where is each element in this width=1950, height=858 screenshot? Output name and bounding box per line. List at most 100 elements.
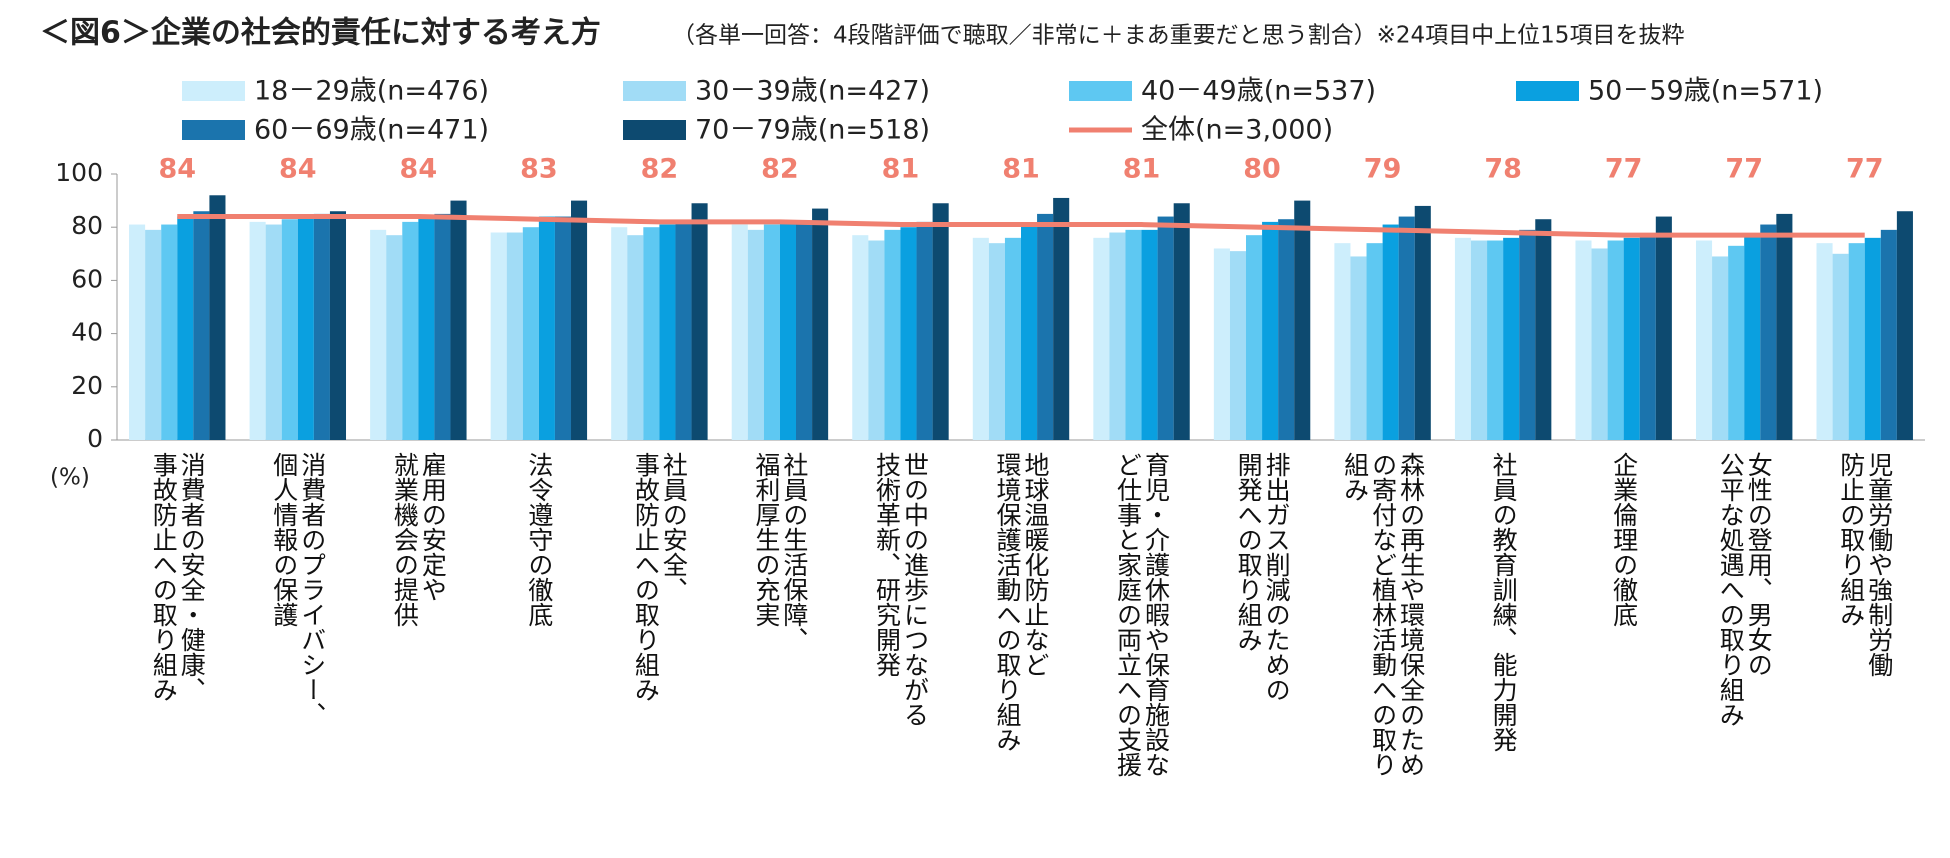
data-label: 81	[882, 154, 920, 185]
y-tick-label: 60	[71, 264, 103, 293]
legend-label: 70－79歳(n=518)	[695, 115, 930, 146]
bar	[691, 203, 708, 440]
legend-label: 30－39歳(n=427)	[695, 76, 930, 107]
data-label: 81	[1002, 154, 1040, 185]
y-tick-label: 20	[71, 371, 103, 400]
x-tick-label: 児童労働や強制労働 防止の取り組み	[1836, 452, 1894, 677]
bar	[402, 221, 419, 440]
bar	[1021, 224, 1038, 440]
bar	[1623, 237, 1640, 440]
x-tick-label: 地球温暖化防止など 環境保護活動への取り組み	[993, 452, 1050, 752]
bar	[1334, 243, 1351, 440]
data-label: 80	[1243, 154, 1281, 185]
bar	[731, 224, 748, 440]
bar	[193, 211, 210, 440]
bar	[747, 229, 764, 440]
x-tick-label: 消費者のプライバシー、 個人情報の保護	[269, 452, 327, 727]
bar	[1896, 211, 1913, 440]
bar	[1535, 219, 1552, 440]
bar	[659, 224, 676, 440]
bar	[571, 200, 588, 440]
bar	[1487, 240, 1504, 440]
y-tick-label: 40	[71, 318, 103, 347]
bar	[852, 235, 869, 440]
bar	[265, 224, 282, 440]
bar	[209, 195, 226, 440]
legend-label: 50－59歳(n=571)	[1588, 76, 1823, 107]
bar	[1712, 256, 1729, 440]
legend-swatch	[1516, 81, 1579, 101]
bar	[1816, 243, 1833, 440]
bar	[490, 232, 507, 440]
data-label: 77	[1605, 154, 1643, 185]
legend-label: 60－69歳(n=471)	[254, 115, 489, 146]
y-tick-label: 80	[71, 211, 103, 240]
x-tick-label: 雇用の安定や 就業機会の提供	[390, 452, 448, 627]
bar	[796, 221, 813, 440]
bar	[1655, 216, 1672, 440]
bar	[1141, 229, 1158, 440]
bar	[1591, 248, 1608, 440]
bar	[1503, 237, 1520, 440]
data-label: 79	[1364, 154, 1402, 185]
x-tick-label: 育児・介護休暇や保育施設な ど仕事と家庭の両立への支援	[1113, 452, 1171, 777]
bar	[386, 235, 403, 440]
bar	[506, 232, 523, 440]
legend-swatch	[623, 81, 686, 101]
bar	[916, 221, 933, 440]
data-label: 77	[1725, 154, 1763, 185]
x-tick-label: 社員の生活保障、 福利厚生の充実	[751, 452, 809, 652]
bar	[1294, 200, 1311, 440]
bar	[1728, 245, 1745, 440]
bar	[313, 213, 330, 440]
bar	[1173, 203, 1190, 440]
bar	[1398, 216, 1415, 440]
data-label: 83	[520, 154, 558, 185]
y-tick-label: 100	[55, 158, 103, 187]
x-tick-label: 排出ガス削減のための 開発への取り組み	[1234, 452, 1292, 702]
bar	[1864, 237, 1881, 440]
bar	[177, 216, 194, 440]
bar	[329, 211, 347, 440]
legend-label: 全体(n=3,000)	[1141, 115, 1333, 146]
bar	[1454, 237, 1471, 440]
chart-subtitle: （各単一回答：4段階評価で聴取／非常に＋まあ重要だと思う割合）※24項目中上位1…	[672, 23, 1684, 49]
x-tick-label: 企業倫理の徹底	[1609, 452, 1639, 627]
bar	[370, 229, 387, 440]
bar	[1607, 240, 1624, 440]
x-tick-label: 消費者の安全・健康、 事故防止への取り組み	[149, 452, 207, 702]
bar	[611, 227, 628, 440]
bar	[675, 221, 692, 440]
legend-label: 18－29歳(n=476)	[254, 76, 489, 107]
bar	[450, 200, 467, 440]
bar	[161, 224, 178, 440]
bar	[1519, 229, 1536, 440]
bar	[1093, 237, 1110, 440]
bar	[1760, 224, 1777, 440]
bar	[1414, 205, 1431, 440]
bar	[988, 243, 1005, 440]
bar	[1695, 240, 1713, 440]
bar	[249, 221, 266, 440]
bar	[1262, 221, 1279, 440]
bar	[763, 224, 780, 440]
bar	[538, 216, 555, 440]
data-label: 82	[761, 154, 799, 185]
bar	[1109, 232, 1126, 440]
bar	[1350, 256, 1367, 440]
bar	[522, 227, 539, 440]
bar	[1004, 237, 1021, 440]
x-tick-label: 女性の登用、男女の 公平な処遇への取り組み	[1716, 452, 1774, 727]
line-series	[177, 214, 1865, 238]
y-axis-label: (%)	[50, 465, 90, 491]
bar	[1832, 253, 1849, 440]
bar	[297, 216, 314, 440]
bar	[1125, 229, 1142, 440]
bar	[1053, 197, 1070, 440]
bar	[900, 227, 917, 440]
legend-swatch	[182, 81, 245, 101]
y-tick-label: 0	[87, 424, 103, 453]
chart-title: ＜図6＞企業の社会的責任に対する考え方	[40, 16, 601, 51]
